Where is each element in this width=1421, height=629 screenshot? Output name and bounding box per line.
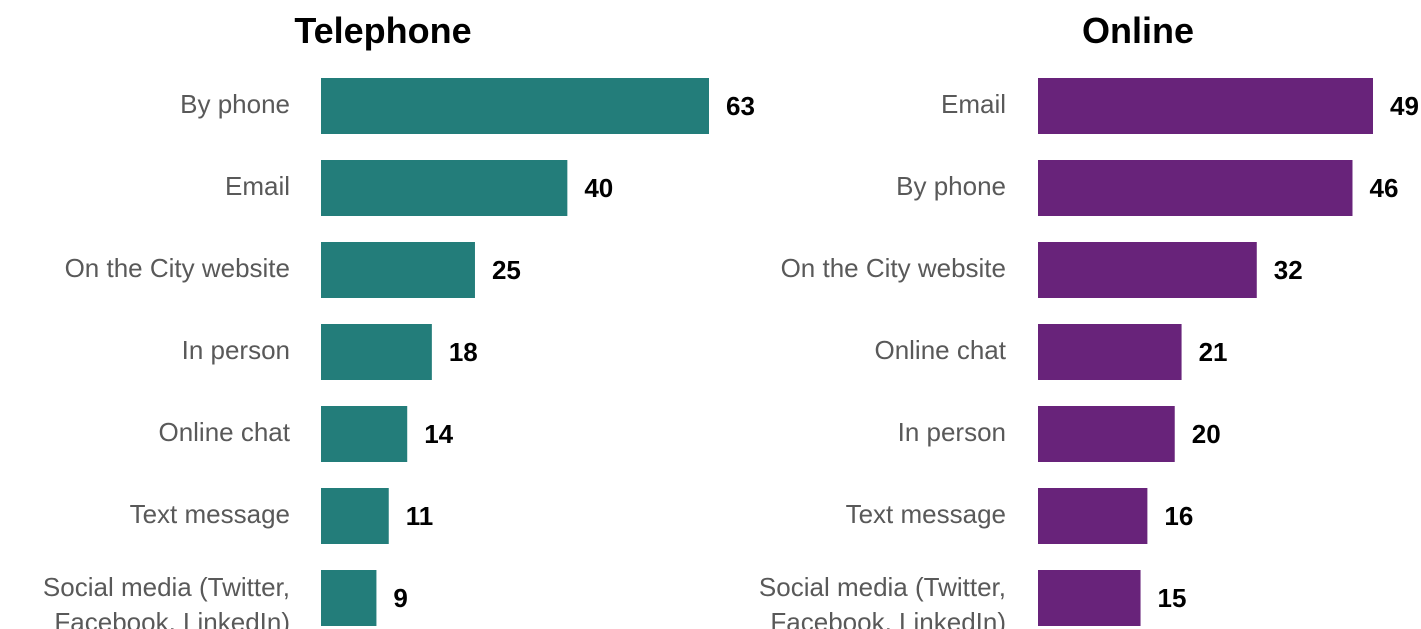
online-value-label: 16 [1164,501,1193,531]
telephone-panel: Telephone 63 By phone 40 Email 25 On the City … [43,10,755,629]
online-category-label: On the City website [781,253,1006,283]
online-category-label: Email [941,89,1006,119]
telephone-category-label: Email [225,171,290,201]
online-category-label: Facebook, LinkedIn) [770,607,1006,629]
telephone-value-label: 40 [584,173,613,203]
online-value-label: 46 [1369,173,1398,203]
telephone-bar [321,324,432,380]
online-title: Online [1082,10,1194,51]
telephone-category-label: Facebook, LinkedIn) [54,607,290,629]
telephone-category-label: By phone [180,89,290,119]
online-panel: Online 49 Email 46 By phone 32 On the City web… [759,10,1419,629]
online-category-label: By phone [896,171,1006,201]
telephone-category-label: Online chat [158,417,290,447]
telephone-value-label: 63 [726,91,755,121]
telephone-value-label: 18 [449,337,478,367]
online-bar [1038,324,1182,380]
telephone-bar [321,570,377,626]
telephone-category-label: Text message [130,499,290,529]
online-bar [1038,488,1148,544]
telephone-bar [321,160,568,216]
telephone-category-label: Social media (Twitter, [43,572,290,602]
online-bar [1038,406,1175,462]
online-category-label: Social media (Twitter, [759,572,1006,602]
online-category-label: In person [898,417,1006,447]
telephone-category-label: On the City website [65,253,290,283]
telephone-value-label: 11 [406,501,434,531]
online-category-label: Text message [846,499,1006,529]
telephone-title: Telephone [294,10,471,51]
telephone-value-label: 14 [424,419,453,449]
online-value-label: 21 [1199,337,1228,367]
telephone-bar [321,78,709,134]
telephone-bar [321,242,475,298]
online-value-label: 49 [1390,91,1419,121]
online-bar [1038,570,1141,626]
telephone-bar [321,488,389,544]
online-value-label: 32 [1274,255,1303,285]
telephone-bar [321,406,408,462]
online-bar [1038,242,1257,298]
telephone-value-label: 9 [393,583,407,613]
telephone-value-label: 25 [492,255,521,285]
online-value-label: 15 [1158,583,1187,613]
online-bar [1038,160,1353,216]
online-value-label: 20 [1192,419,1221,449]
telephone-category-label: In person [182,335,290,365]
online-bar [1038,78,1373,134]
online-category-label: Online chat [874,335,1006,365]
